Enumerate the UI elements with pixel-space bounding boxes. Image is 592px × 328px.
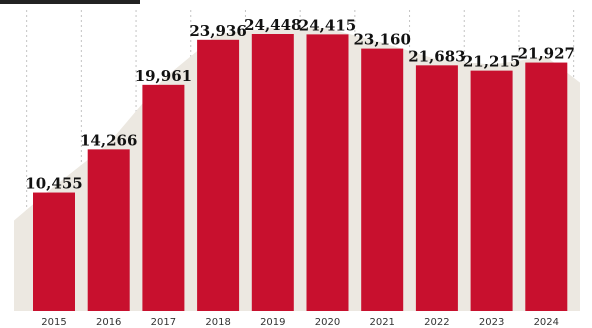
bar-2020: [306, 34, 349, 311]
value-label-2022: 21,683: [408, 47, 465, 65]
bar-2023: [470, 70, 513, 312]
value-label-2020: 24,415: [299, 16, 356, 34]
value-label-2016: 14,266: [80, 131, 137, 149]
year-label-2019: 2019: [260, 317, 285, 328]
bars: [33, 34, 568, 312]
bar-2022: [415, 65, 458, 312]
bar-2016: [87, 149, 130, 311]
value-label-2017: 19,961: [135, 67, 192, 85]
value-labels: 10,455 14,266 19,961 23,93624,44824,41523,1…: [25, 16, 575, 193]
value-label-2018: 23,936: [189, 22, 246, 40]
year-label-2017: 2017: [151, 317, 176, 328]
bar-2021: [361, 48, 404, 311]
year-label-2023: 2023: [479, 317, 504, 328]
bar-2019: [251, 34, 294, 311]
year-label-2018: 2018: [205, 317, 230, 328]
year-label-2020: 2020: [315, 317, 340, 328]
bar-2024: [525, 62, 568, 312]
value-label-2021: 23,160: [353, 31, 410, 49]
bar-2017: [142, 84, 185, 311]
bar-2018: [197, 39, 240, 311]
value-label-2015: 10,455: [25, 175, 82, 193]
value-label-2019: 24,448: [244, 16, 301, 34]
top-band: [0, 0, 140, 4]
year-label-2024: 2024: [534, 317, 559, 328]
year-label-2015: 2015: [41, 317, 66, 328]
value-label-2024: 21,927: [518, 45, 575, 63]
year-label-2022: 2022: [424, 317, 449, 328]
value-label-2023: 21,215: [463, 53, 520, 71]
bar-2015: [33, 192, 75, 311]
year-label-2021: 2021: [369, 317, 394, 328]
year-label-2016: 2016: [96, 317, 121, 328]
year-labels: 2015 2016 2017 2018 2019 2020 2021 2022 2023 2024: [41, 317, 559, 328]
